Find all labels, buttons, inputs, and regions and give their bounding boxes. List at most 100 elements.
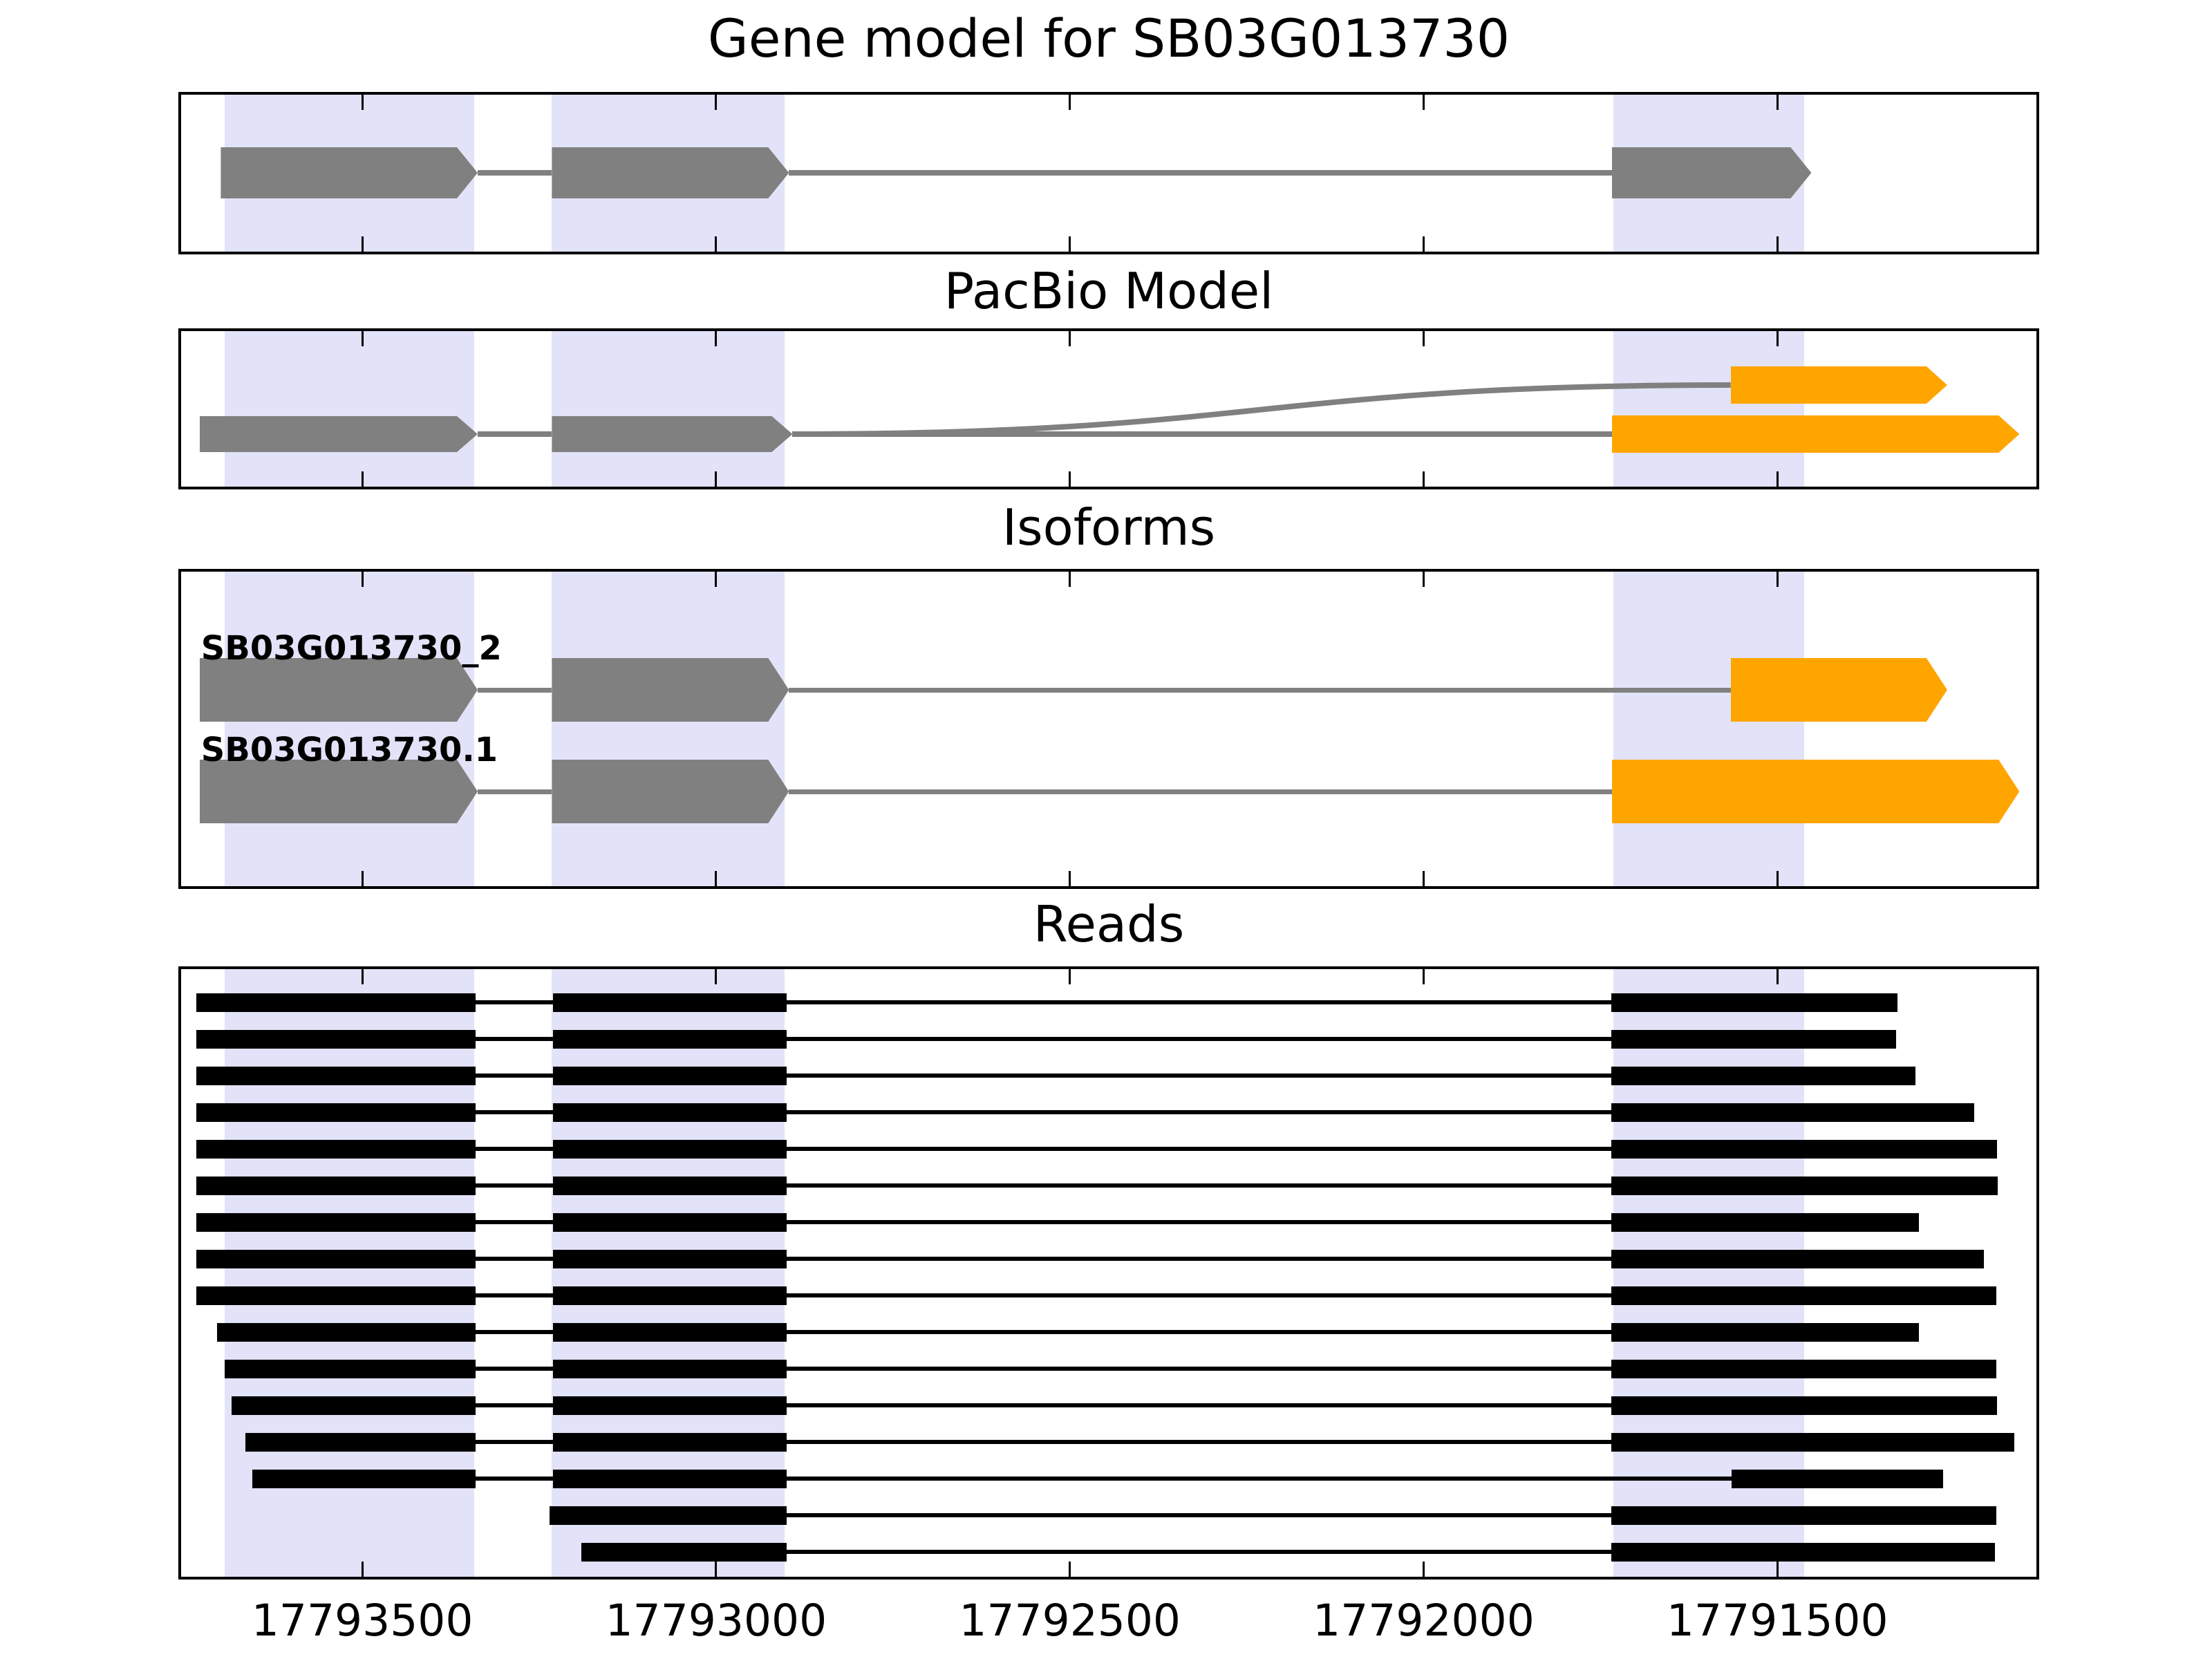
axis-tick-mark (1422, 331, 1425, 346)
read-intron-line (196, 1110, 1974, 1114)
axis-tick-mark (715, 871, 718, 886)
read-exon-block (196, 1066, 476, 1085)
read-exon-block (1611, 1066, 1915, 1085)
axis-tick-mark (1776, 871, 1779, 886)
x-tick-label: 17792000 (1313, 1595, 1535, 1646)
read-exon-block (553, 1139, 787, 1159)
intron-line (477, 170, 552, 176)
axis-tick-mark (715, 1562, 718, 1577)
read-exon-block (196, 1029, 476, 1049)
axis-tick-mark (361, 236, 364, 252)
axis-tick-mark (361, 969, 364, 984)
isoform-gray-exon-arrow (200, 658, 478, 722)
read-exon-block (1611, 1212, 1919, 1232)
read-exon-block (196, 1212, 476, 1232)
panel-title-pacbio-model: PacBio Model (944, 262, 1274, 320)
axis-tick-mark (1069, 331, 1071, 346)
highlight-region-band (552, 331, 785, 487)
x-tick-label: 17792500 (959, 1595, 1181, 1646)
axis-tick-mark (1422, 471, 1425, 487)
read-exon-block (1731, 1469, 1943, 1488)
read-exon-block (196, 1249, 476, 1268)
axis-tick-mark (1422, 572, 1425, 587)
read-intron-line (196, 1293, 1996, 1297)
axis-tick-mark (1069, 572, 1071, 587)
intron-line (789, 789, 1612, 794)
read-exon-block (1611, 1249, 1985, 1268)
axis-tick-mark (1776, 1562, 1779, 1577)
read-intron-line (231, 1403, 1997, 1407)
read-exon-block (196, 1176, 476, 1195)
isoform-label: SB03G013730_2 (200, 629, 502, 668)
axis-tick-mark (715, 331, 718, 346)
panel-title-gene-model: Gene model for SB03G013730 (707, 8, 1510, 69)
read-exon-block (1611, 1359, 1996, 1378)
read-exon-block (224, 1359, 476, 1378)
axis-tick-mark (1776, 95, 1779, 110)
read-exon-block (196, 1286, 476, 1305)
axis-tick-mark (1069, 969, 1071, 984)
read-intron-line (196, 1257, 1985, 1261)
highlight-region-band (1613, 572, 1805, 886)
axis-tick-mark (715, 572, 718, 587)
read-exon-block (1611, 1103, 1974, 1122)
axis-tick-mark (1069, 236, 1071, 252)
read-exon-block (553, 1103, 787, 1122)
intron-line (792, 431, 1612, 437)
read-intron-line (196, 1147, 1997, 1151)
panel-gene-model (178, 92, 2039, 254)
read-exon-block (1611, 1139, 1997, 1159)
intron-line (789, 170, 1612, 176)
splice-curve (792, 382, 1731, 437)
pacbio-gray-exon-arrow (552, 416, 792, 452)
read-intron-line (196, 1183, 1998, 1188)
read-exon-block (196, 1139, 476, 1159)
read-exon-block (553, 993, 787, 1012)
read-exon-block (1611, 1176, 1998, 1195)
read-exon-block (553, 1249, 787, 1268)
panel-isoforms: SB03G013730_2 SB03G013730.1 (178, 569, 2039, 889)
x-tick-label: 17793000 (605, 1595, 827, 1646)
x-tick-label: 17793500 (251, 1595, 474, 1646)
read-exon-block (245, 1432, 476, 1452)
axis-tick-mark (1069, 1562, 1071, 1577)
axis-tick-mark (361, 1562, 364, 1577)
splice-curve-layer (792, 382, 1731, 437)
read-exon-block (1611, 1322, 1919, 1342)
axis-tick-mark (1422, 236, 1425, 252)
read-exon-block (1611, 1029, 1897, 1049)
read-exon-block (196, 1103, 476, 1122)
read-intron-line (581, 1550, 1995, 1554)
read-exon-block (553, 1212, 787, 1232)
isoform-label: SB03G013730.1 (200, 731, 498, 769)
read-exon-block (217, 1322, 476, 1342)
axis-tick-mark (1069, 471, 1071, 487)
read-exon-block (1611, 1286, 1996, 1305)
read-exon-block (553, 1286, 787, 1305)
x-tick-label: 17791500 (1666, 1595, 1888, 1646)
axis-tick-mark (1776, 236, 1779, 252)
pacbio-orange-exon-arrow (1731, 366, 1947, 404)
axis-tick-mark (361, 95, 364, 110)
read-intron-line (245, 1440, 2015, 1444)
read-exon-block (553, 1359, 787, 1378)
read-intron-line (252, 1477, 1943, 1481)
read-exon-block (252, 1469, 476, 1488)
axis-tick-mark (1069, 95, 1071, 110)
read-exon-block (553, 1469, 787, 1488)
read-intron-line (224, 1367, 1996, 1371)
isoform-orange-exon-arrow (1731, 658, 1947, 722)
axis-tick-mark (715, 471, 718, 487)
intron-line (789, 687, 1731, 693)
read-intron-line (196, 1220, 1919, 1224)
read-exon-block (553, 1396, 787, 1415)
axis-tick-mark (1422, 1562, 1425, 1577)
gene-exon-arrow (221, 147, 478, 198)
intron-line (477, 789, 552, 794)
read-exon-block (1611, 1506, 1996, 1525)
read-exon-block (231, 1396, 476, 1415)
read-intron-line (217, 1330, 1919, 1334)
read-exon-block (1611, 1396, 1997, 1415)
panel-title-isoforms: Isoforms (1002, 498, 1216, 556)
